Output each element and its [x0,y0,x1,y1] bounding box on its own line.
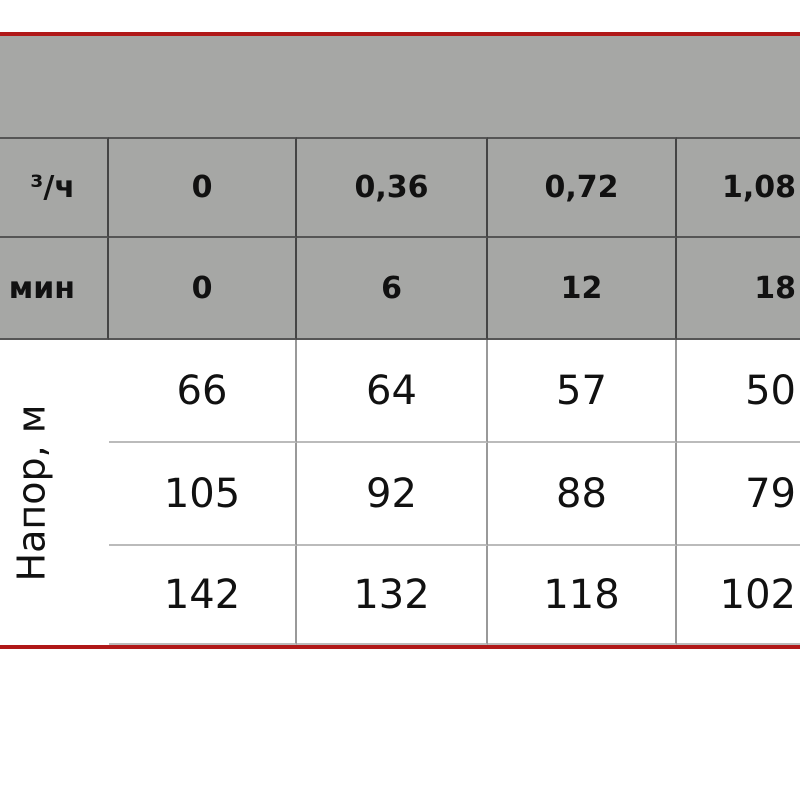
table-cell: 102 [677,546,800,645]
header-unit-label: ³/ч [0,137,109,238]
header-cell: 6 [297,238,488,340]
table-cell: 79 [677,443,800,546]
table-cell: 57 [488,340,677,443]
top-border [0,32,800,36]
header-cell: 0,36 [297,137,488,238]
table-cell: 64 [297,340,488,443]
bottom-border [0,645,800,649]
table-cell: 88 [488,443,677,546]
header-unit-label: мин [0,238,109,340]
table-cell: 50 [677,340,800,443]
header-cell: 12 [488,238,677,340]
header-cell: 0 [109,238,297,340]
header-cell: 0,72 [488,137,677,238]
table-cell: 142 [109,546,297,645]
header-cell: 1,08 [677,137,800,238]
table-cell: 118 [488,546,677,645]
table-cell: 105 [109,443,297,546]
head-label: Напор, м [0,340,62,645]
header-cell: 18 [677,238,800,340]
title-band [0,36,800,137]
header-cell: 0 [109,137,297,238]
table-cell: 132 [297,546,488,645]
table-cell: 66 [109,340,297,443]
table-cell: 92 [297,443,488,546]
head-label-text: Напор, м [9,404,53,581]
